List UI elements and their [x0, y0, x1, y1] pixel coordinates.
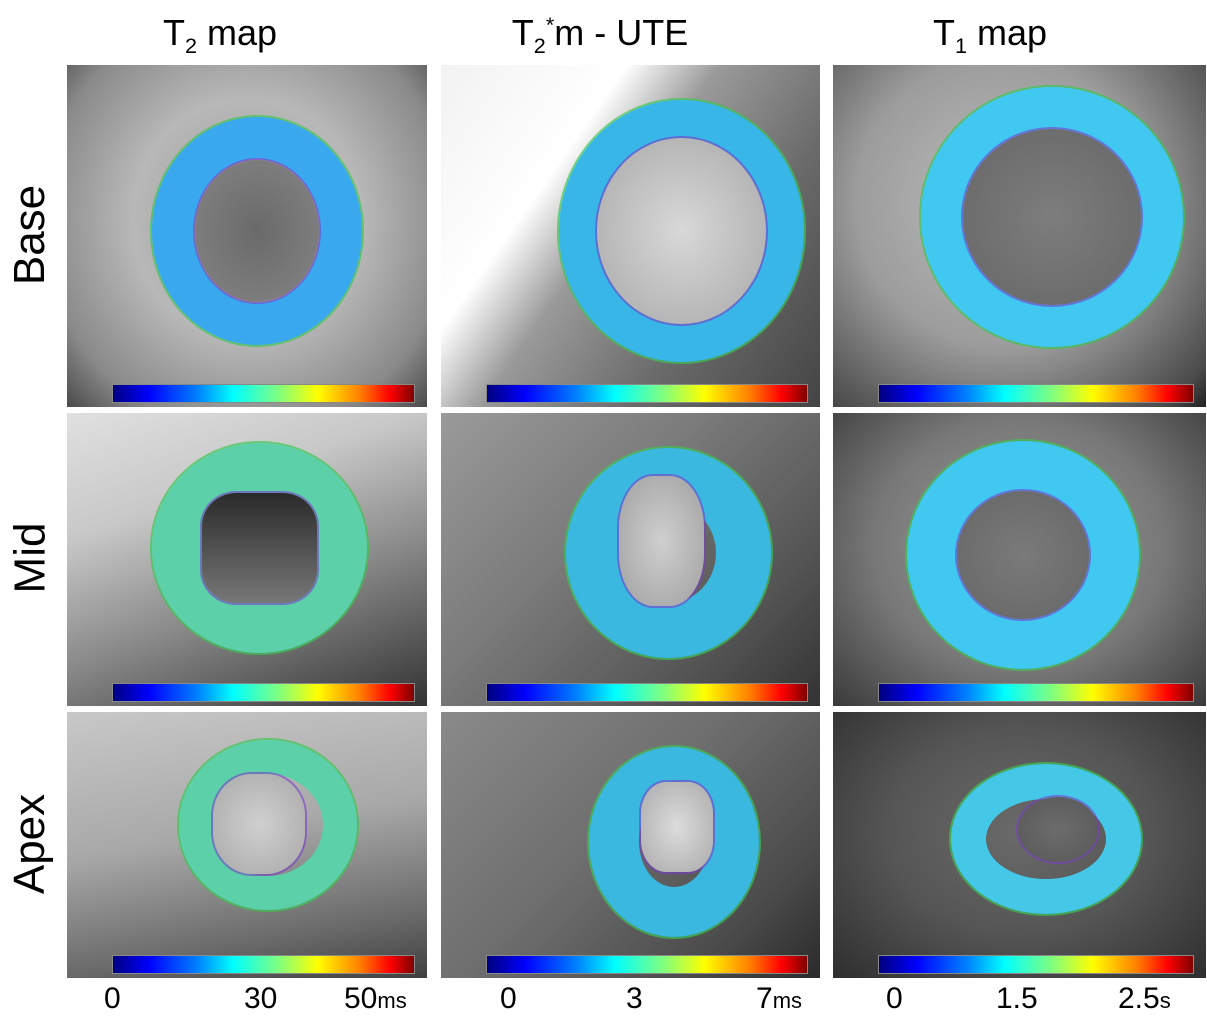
- panel-mid-t2: [67, 413, 427, 706]
- panel-mid-t2star: [441, 413, 820, 706]
- panel-apex-t2star: [441, 712, 820, 978]
- tick-t2-max: 50ms: [344, 982, 407, 1015]
- tick-t1-max: 2.5s: [1118, 982, 1171, 1015]
- row-label-apex: Apex: [5, 793, 55, 895]
- col-title-t2star-ute: T2*m - UTE: [511, 12, 689, 59]
- panel-mid-t1: [833, 413, 1206, 706]
- panel-apex-t1: [833, 712, 1206, 978]
- colorbar: [112, 384, 415, 403]
- tick-t2-min: 0: [104, 982, 121, 1015]
- tick-t1-min: 0: [886, 982, 903, 1015]
- tick-t2star-max: 7ms: [756, 982, 803, 1015]
- panel-base-t2star: [441, 65, 820, 407]
- panel-apex-t2: [67, 712, 427, 978]
- colorbar: [486, 955, 808, 974]
- row-label-mid: Mid: [5, 522, 54, 594]
- colorbar: [878, 955, 1194, 974]
- colorbar: [486, 683, 808, 702]
- tick-t2-mid: 30: [244, 982, 278, 1015]
- colorbar: [486, 384, 808, 403]
- row-label-base: Base: [5, 184, 55, 286]
- col-title-t2-map: T2 map: [162, 12, 278, 59]
- colorbar: [878, 683, 1194, 702]
- col-title-t1-map: T1 map: [932, 12, 1048, 59]
- colorbar: [112, 955, 415, 974]
- tick-t2star-min: 0: [500, 982, 517, 1015]
- panel-base-t1: [833, 65, 1206, 407]
- panel-base-t2: [67, 65, 427, 407]
- tick-t2star-mid: 3: [626, 982, 643, 1015]
- colorbar: [112, 683, 415, 702]
- tick-t1-mid: 1.5: [996, 982, 1038, 1015]
- colorbar: [878, 384, 1194, 403]
